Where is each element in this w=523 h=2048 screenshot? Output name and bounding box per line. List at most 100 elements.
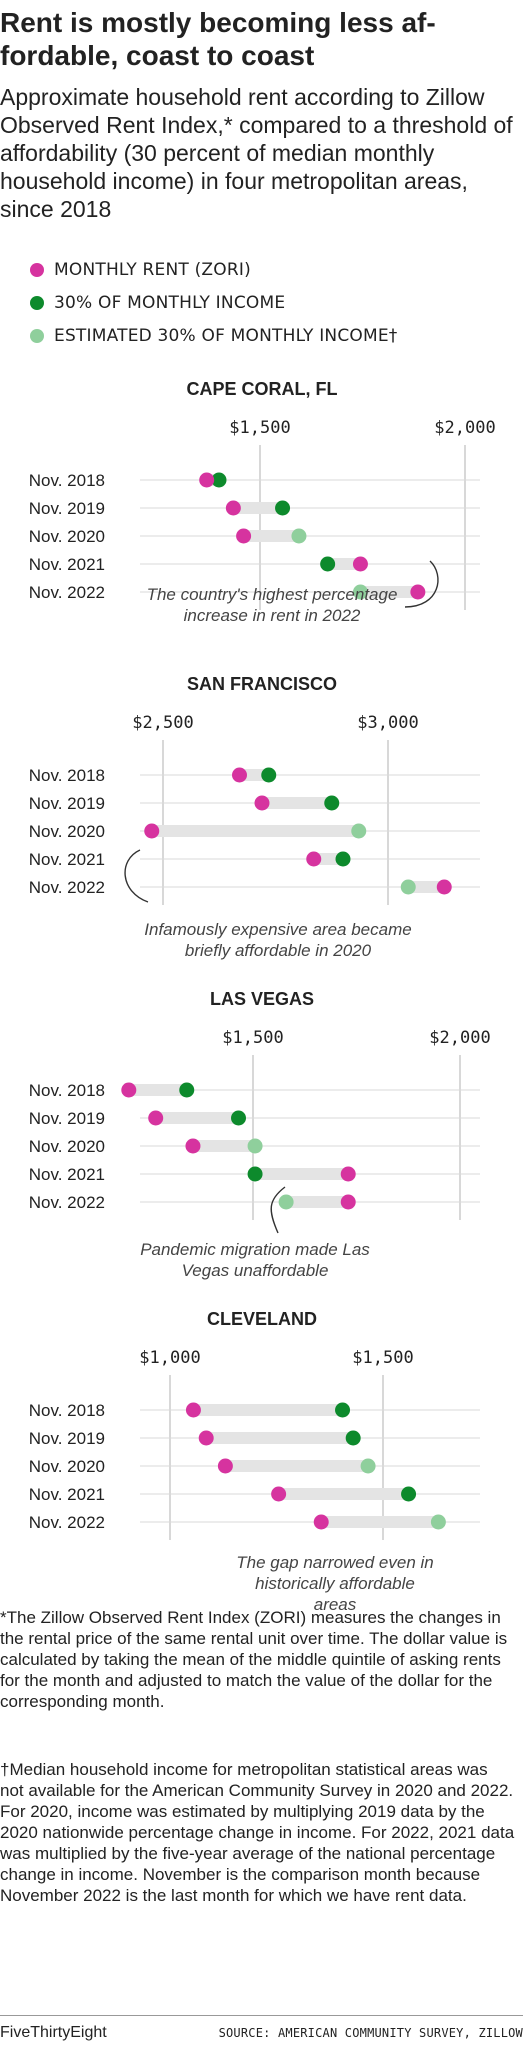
tick-label: $2,000 bbox=[434, 418, 495, 438]
gap-bar bbox=[327, 558, 361, 570]
income-dot bbox=[324, 795, 340, 811]
chart-cleveland: CLEVELAND $1,000 $1,500 Nov. 2018 Nov. 2019 N… bbox=[29, 1309, 480, 1614]
footer-divider bbox=[0, 2015, 523, 2016]
row-label: Nov. 2019 bbox=[29, 499, 105, 518]
rent-dot bbox=[198, 1430, 214, 1446]
income-dot bbox=[211, 472, 227, 488]
legend-rent-label: MONTHLY RENT (ZORI) bbox=[54, 260, 251, 280]
gap-bar bbox=[262, 797, 332, 809]
income-dot bbox=[261, 767, 277, 783]
estimated-income-dot bbox=[352, 584, 368, 600]
tick-label: $2,000 bbox=[429, 1028, 490, 1048]
row-label: Nov. 2019 bbox=[29, 1109, 105, 1128]
legend-estimated-swatch bbox=[30, 329, 44, 343]
row-label: Nov. 2022 bbox=[29, 583, 105, 602]
gap-bar bbox=[243, 530, 299, 542]
income-dot bbox=[247, 1166, 263, 1182]
row-label: Nov. 2020 bbox=[29, 1457, 105, 1476]
brand-logo: FiveThirtyEight bbox=[0, 2024, 107, 2041]
row-label: Nov. 2022 bbox=[29, 1513, 105, 1532]
income-dot bbox=[231, 1110, 247, 1126]
annotation-arrow bbox=[404, 560, 439, 608]
rent-dot bbox=[232, 767, 247, 783]
rent-dot bbox=[410, 584, 426, 600]
gap-bar bbox=[233, 502, 283, 514]
gap-bar bbox=[206, 1432, 354, 1444]
gap-bar bbox=[155, 1112, 239, 1124]
estimated-income-dot bbox=[400, 879, 416, 895]
chart-title: CAPE CORAL, FL bbox=[187, 379, 338, 399]
income-dot bbox=[345, 1430, 361, 1446]
gap-bar bbox=[255, 1168, 349, 1180]
estimated-income-dot bbox=[351, 823, 367, 839]
rent-dot bbox=[225, 500, 241, 516]
rent-dot bbox=[271, 1486, 287, 1502]
gap-bar bbox=[321, 1516, 439, 1528]
gap-bar bbox=[278, 1488, 409, 1500]
rent-dot bbox=[436, 879, 452, 895]
chart-las-vegas: LAS VEGAS $1,500 $2,000 Nov. 2018 Nov. 2019 N… bbox=[29, 989, 491, 1280]
row-label: Nov. 2021 bbox=[29, 850, 105, 869]
chart-title: LAS VEGAS bbox=[210, 989, 314, 1009]
income-dot bbox=[335, 851, 351, 867]
rent-dot bbox=[340, 1166, 356, 1182]
footnote-zori: *The Zillow Observed Rent Index (ZORI) m… bbox=[0, 1608, 508, 1711]
row-label: Nov. 2021 bbox=[29, 1165, 105, 1184]
rent-dot bbox=[352, 556, 368, 572]
annotation-line: The country's highest percentage bbox=[147, 585, 398, 604]
annotation-line: areas bbox=[314, 1595, 357, 1614]
row-label: Nov. 2020 bbox=[29, 822, 105, 841]
rent-dot bbox=[199, 472, 215, 488]
row-label: Nov. 2022 bbox=[29, 878, 105, 897]
legend-rent-swatch bbox=[30, 263, 44, 277]
gap-bar bbox=[192, 1140, 256, 1152]
tick-label: $1,500 bbox=[229, 418, 290, 438]
chart-title: CLEVELAND bbox=[207, 1309, 317, 1329]
rent-dot bbox=[121, 1082, 137, 1098]
gap-bar bbox=[151, 825, 359, 837]
gap-bar bbox=[193, 1404, 343, 1416]
annotation-line: Infamously expensive area became bbox=[144, 920, 411, 939]
estimated-income-dot bbox=[278, 1194, 294, 1210]
rent-dot bbox=[340, 1194, 356, 1210]
income-dot bbox=[401, 1486, 417, 1502]
page-subtitle: Approximate household rent according to … bbox=[0, 84, 513, 222]
rent-dot bbox=[306, 851, 322, 867]
annotation-arrow bbox=[270, 1186, 286, 1234]
rent-dot bbox=[148, 1110, 164, 1126]
rent-dot bbox=[185, 1138, 201, 1154]
legend-income-swatch bbox=[30, 296, 44, 310]
tick-label: $3,000 bbox=[357, 713, 418, 733]
rent-dot bbox=[217, 1458, 233, 1474]
row-label: Nov. 2020 bbox=[29, 527, 105, 546]
estimated-income-dot bbox=[360, 1458, 376, 1474]
row-label: Nov. 2018 bbox=[29, 1081, 105, 1100]
annotation-arrow bbox=[124, 849, 149, 903]
row-label: Nov. 2019 bbox=[29, 1429, 105, 1448]
gap-bar bbox=[128, 1084, 187, 1096]
chart-cape-coral: CAPE CORAL, FL $1,500 $2,000 Nov. 2018 Nov. … bbox=[29, 379, 496, 625]
row-label: Nov. 2018 bbox=[29, 471, 105, 490]
legend-estimated-label: ESTIMATED 30% OF MONTHLY INCOME† bbox=[54, 326, 398, 346]
rent-dot bbox=[236, 528, 252, 544]
row-label: Nov. 2021 bbox=[29, 1485, 105, 1504]
estimated-income-dot bbox=[430, 1514, 446, 1530]
tick-label: $1,000 bbox=[139, 1348, 200, 1368]
page-title: Rent is mostly becoming less af-fordable… bbox=[0, 7, 436, 71]
rent-dot bbox=[254, 795, 270, 811]
annotation-line: increase in rent in 2022 bbox=[184, 606, 361, 625]
income-dot bbox=[179, 1082, 195, 1098]
gap-bar bbox=[239, 769, 269, 781]
tick-label: $1,500 bbox=[352, 1348, 413, 1368]
row-label: Nov. 2018 bbox=[29, 766, 105, 785]
annotation-line: Vegas unaffordable bbox=[182, 1261, 329, 1280]
estimated-income-dot bbox=[291, 528, 307, 544]
rent-dot bbox=[313, 1514, 329, 1530]
gap-bar bbox=[286, 1196, 349, 1208]
gap-bar bbox=[225, 1460, 369, 1472]
rent-dot bbox=[185, 1402, 201, 1418]
annotation-line: briefly affordable in 2020 bbox=[185, 941, 372, 960]
tick-label: $2,500 bbox=[132, 713, 193, 733]
gap-bar bbox=[313, 853, 343, 865]
income-dot bbox=[275, 500, 291, 516]
